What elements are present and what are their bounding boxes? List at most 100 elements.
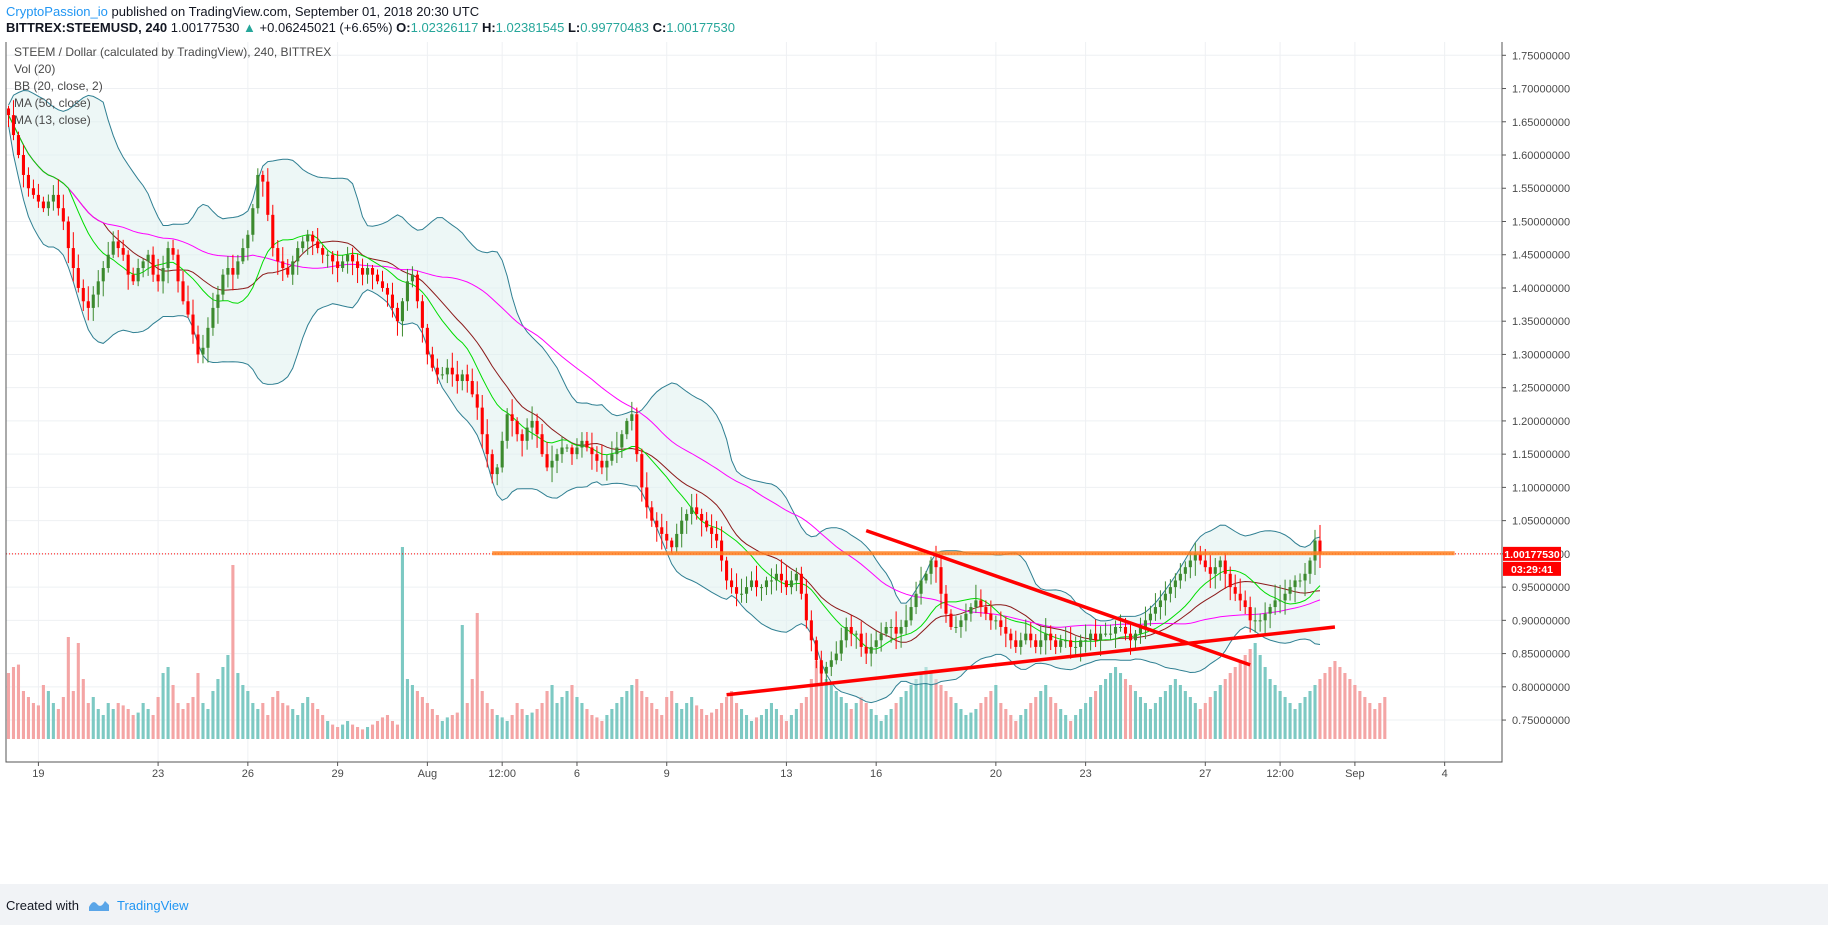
- candle-body: [76, 268, 80, 288]
- volume-bar: [1358, 691, 1362, 739]
- candle-body: [794, 573, 798, 581]
- bb-upper-line: [8, 89, 1321, 622]
- candle-body: [919, 580, 923, 594]
- candle-body: [844, 626, 848, 641]
- volume-bar: [470, 679, 474, 739]
- volume-bar: [1238, 661, 1242, 739]
- candle-body: [680, 520, 684, 534]
- candle-body: [834, 653, 838, 661]
- volume-bar: [739, 709, 744, 739]
- candle-body: [829, 660, 833, 667]
- candle-body: [495, 467, 499, 475]
- candle-body: [994, 620, 998, 622]
- volume-bar: [375, 721, 380, 739]
- tradingview-logo-icon[interactable]: [88, 896, 110, 912]
- volume-bar: [789, 715, 793, 739]
- y-tick-label: 0.75000000: [1512, 715, 1570, 727]
- candle-body: [301, 241, 305, 249]
- volume-bar: [86, 703, 90, 739]
- chart-area[interactable]: 0.75000000 0.80000000 0.85000000 0.90000000…: [0, 37, 1828, 884]
- price-chart-svg[interactable]: 0.75000000 0.80000000 0.85000000 0.90000000…: [0, 37, 1828, 884]
- candle-body: [246, 234, 250, 249]
- y-tick-label: 0.85000000: [1512, 649, 1570, 661]
- ma50-line: [8, 114, 1321, 628]
- y-tick-label: 0.95000000: [1512, 582, 1570, 594]
- candle-body: [1039, 640, 1043, 647]
- volume-bar: [51, 703, 55, 739]
- volume-bar: [365, 727, 370, 739]
- author-link[interactable]: CryptoPassion_io: [6, 4, 108, 19]
- candle-body: [1148, 613, 1152, 621]
- volume-bar: [1054, 703, 1058, 739]
- volume-bar: [1208, 697, 1212, 739]
- volume-bar: [211, 691, 215, 739]
- volume-bar: [485, 703, 489, 739]
- volume-bar: [1328, 667, 1332, 739]
- candle-body: [590, 447, 594, 455]
- candle-body: [754, 580, 759, 588]
- candle-body: [839, 640, 843, 654]
- candle-body: [425, 327, 429, 355]
- volume-bar: [1113, 667, 1118, 739]
- candle-body: [914, 593, 918, 608]
- candle-body: [1203, 560, 1207, 568]
- candle-body: [1273, 600, 1277, 608]
- volume-bar: [730, 691, 734, 739]
- volume-bar: [1308, 691, 1312, 739]
- bb-lower-line: [8, 125, 1321, 704]
- y-tick-label: 1.05000000: [1512, 516, 1570, 528]
- candle-body: [251, 208, 255, 235]
- volume-bar: [550, 685, 554, 739]
- volume-bar: [71, 691, 75, 739]
- candle-body: [1238, 593, 1242, 601]
- volume-bar: [296, 715, 300, 739]
- volume-bar: [96, 709, 100, 739]
- axes: 0.75000000 0.80000000 0.85000000 0.90000000…: [5, 37, 1570, 780]
- candle-body: [256, 174, 260, 209]
- candle-body: [1183, 567, 1187, 574]
- volume-bar: [814, 661, 818, 739]
- tradingview-brand-link[interactable]: TradingView: [117, 898, 189, 913]
- x-tick-label: 20: [990, 768, 1002, 780]
- volume-bar: [221, 667, 225, 739]
- candle-body: [550, 460, 554, 468]
- volume-bar: [974, 709, 978, 739]
- x-tick-label: 16: [870, 768, 882, 780]
- candle-body: [1069, 640, 1073, 647]
- volume-bar: [1173, 679, 1177, 739]
- candle-body: [1268, 607, 1272, 614]
- candle-body: [365, 268, 370, 275]
- volume-bar: [56, 709, 60, 739]
- volume-bar: [450, 715, 454, 739]
- candle-body: [96, 281, 100, 295]
- candle-body: [749, 580, 754, 588]
- candle-body: [725, 560, 729, 581]
- volume-bar: [126, 709, 130, 739]
- candle-body: [131, 274, 135, 282]
- time-badge-text: 03:29:41: [1511, 564, 1553, 576]
- volume-bar: [824, 679, 828, 739]
- volume-bar: [251, 703, 255, 739]
- candle-body: [640, 454, 644, 488]
- volume-bar: [749, 721, 754, 739]
- candle-body: [31, 188, 35, 195]
- volume-bar: [804, 697, 808, 739]
- y-tick-label: 1.55000000: [1512, 183, 1570, 195]
- candle-body: [101, 268, 105, 282]
- candle-body: [894, 626, 898, 634]
- volume-bar: [610, 709, 614, 739]
- volume-bar: [809, 679, 813, 739]
- volume-bar: [356, 727, 360, 739]
- volume-bar: [11, 667, 16, 739]
- candle-body: [1303, 573, 1307, 581]
- candle-body: [884, 626, 888, 634]
- volume-bar: [829, 685, 833, 739]
- volume-bar: [979, 703, 983, 739]
- volume-bar: [690, 697, 694, 739]
- candle-body: [625, 420, 629, 435]
- candle-body: [346, 254, 350, 262]
- volume-bar: [1273, 685, 1277, 739]
- volume-bar: [1228, 673, 1232, 739]
- volume-bar: [415, 691, 419, 739]
- candle-body: [1128, 633, 1133, 641]
